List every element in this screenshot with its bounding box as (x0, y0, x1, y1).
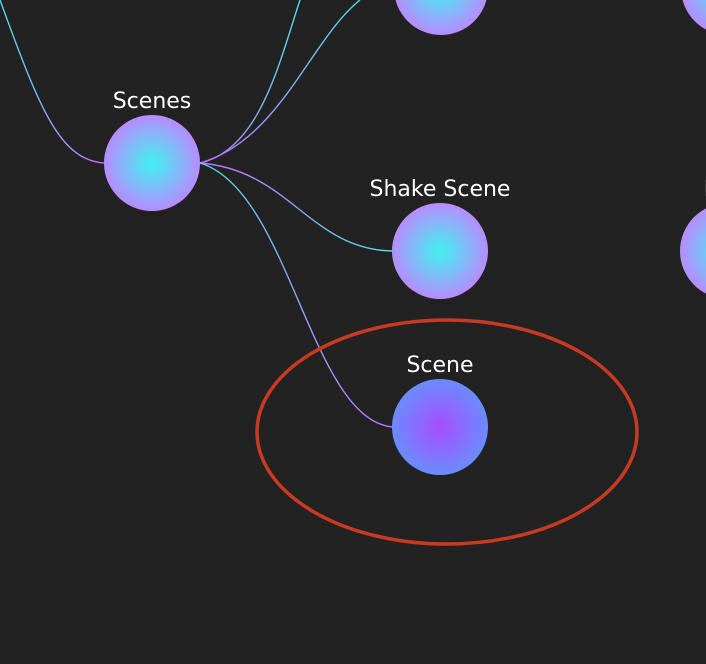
graph-node-top-partial-2[interactable] (681, 0, 706, 35)
node-circle-shake-scene[interactable] (392, 203, 488, 299)
link-scenes-to-scene (199, 162, 394, 428)
link-scenes-to-top-2 (199, 0, 361, 164)
link-scenes-to-shake-scene (199, 162, 394, 252)
graph-node-scene[interactable]: Scene (392, 353, 488, 475)
node-label-shake-scene: Shake Scene (370, 177, 511, 202)
node-label-right-partial: N (704, 177, 706, 202)
graph-node-shake-scene[interactable]: Shake Scene (370, 177, 511, 299)
links (0, 0, 682, 428)
node-circle-scene[interactable] (392, 379, 488, 475)
link-parent-to-scenes (0, 0, 105, 164)
graph-node-scenes[interactable]: Scenes (104, 89, 200, 211)
graph-node-right-partial[interactable]: N (680, 177, 706, 299)
node-circle-scenes[interactable] (104, 115, 200, 211)
graph-node-top-partial-1[interactable] (394, 0, 488, 35)
node-label-scene: Scene (406, 353, 473, 378)
highlight-ring (255, 318, 639, 546)
link-scenes-to-top-1 (199, 0, 301, 164)
node-label-scenes: Scenes (113, 89, 192, 114)
node-circle-right-partial[interactable] (680, 203, 706, 299)
